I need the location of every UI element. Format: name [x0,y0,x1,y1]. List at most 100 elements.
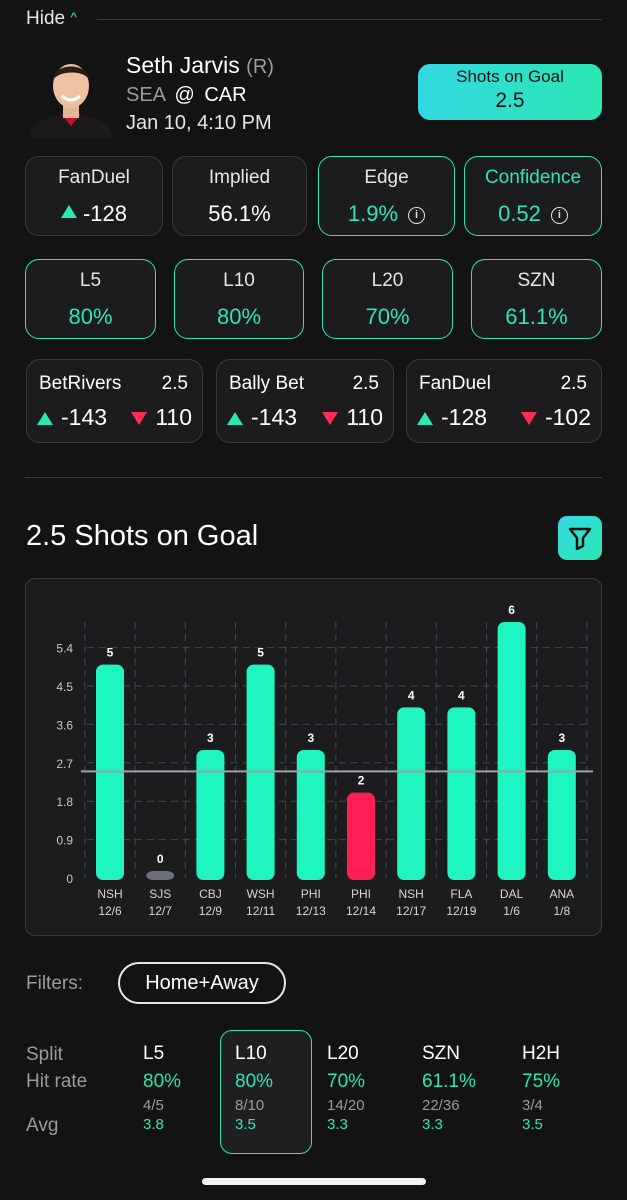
stat-value-row: -128 [26,201,162,227]
stat-value: 56.1% [208,201,271,226]
x-tick-team: FLA [450,887,472,901]
bar [497,622,526,880]
split-hit-rate: 75% [522,1071,561,1092]
info-icon[interactable]: i [550,206,568,224]
split-label: SZN [422,1043,460,1064]
book-odds: -143 110 [227,404,383,431]
up-arrow-icon [37,412,53,426]
up-arrow-icon [417,412,433,426]
row-label-split: Split [26,1044,63,1065]
up-arrow-icon [227,412,243,426]
split-fraction: 14/20 [327,1097,365,1114]
stat-card-implied: Implied 56.1% [172,156,307,236]
book-card-betrivers[interactable]: BetRivers 2.5 -143 110 [26,359,203,443]
home-away-filter-chip[interactable]: Home+Away [118,962,286,1004]
under-odds: 110 [155,404,192,430]
matchup: SEA @ CAR [126,84,247,107]
stat-label: FanDuel [58,167,130,188]
split-avg: 3.8 [143,1116,164,1133]
section-divider [25,477,602,478]
stat-value-row: 0.52 i [465,201,601,227]
filter-button[interactable] [558,516,602,560]
player-name-row: Seth Jarvis (R) [126,52,274,79]
split-hit-rate: 80% [235,1071,274,1092]
row-label-hit-rate: Hit rate [26,1071,88,1092]
up-arrow-icon [60,205,77,218]
split-column-szn[interactable]: SZN 61.1% 22/36 3.3 [422,1043,512,1133]
y-tick-label: 0.9 [56,834,73,848]
stat-value: -128 [82,201,128,226]
bar [246,664,275,880]
book-name: Bally Bet [229,373,304,394]
chevron-up-icon: ^ [70,9,77,25]
stat-card-confidence: Confidence 0.52 i [464,156,602,236]
split-column-l10[interactable]: L10 80% 8/10 3.5 [235,1043,325,1133]
x-tick-team: CBJ [199,887,222,901]
hit-rate-card-l20[interactable]: L20 70% [322,259,453,339]
stat-card-edge: Edge 1.9% i [318,156,455,236]
bar-value-label: 4 [458,688,465,702]
stat-value-row: 1.9% i [319,201,454,227]
at-symbol: @ [174,84,195,106]
bar [96,664,124,880]
split-column-l5[interactable]: L5 80% 4/5 3.8 [143,1043,233,1133]
hit-rate-card-l10[interactable]: L10 80% [174,259,304,339]
bar-value-label: 3 [307,731,314,745]
info-icon[interactable]: i [408,206,426,224]
bar [547,750,576,880]
x-tick-date: 12/17 [396,904,426,918]
down-arrow-icon [520,412,537,426]
split-fraction: 4/5 [143,1097,164,1114]
split-avg: 3.3 [422,1116,443,1133]
split-avg: 3.3 [327,1116,348,1133]
x-tick-date: 12/14 [346,904,376,918]
x-tick-team: ANA [549,887,574,901]
bar [347,792,375,880]
split-fraction: 3/4 [522,1097,543,1114]
book-card-ballybet[interactable]: Bally Bet 2.5 -143 110 [216,359,394,443]
bar [296,750,325,880]
split-hit-rate: 80% [143,1071,182,1092]
stat-label: Edge [364,167,409,188]
hit-rate-label: L20 [371,270,404,291]
selected-split-highlight [220,1030,312,1154]
hit-rate-value: 70% [365,304,410,329]
down-arrow-icon [131,412,148,426]
split-column-l20[interactable]: L20 70% 14/20 3.3 [327,1043,417,1133]
bar [196,750,225,880]
row-label-avg: Avg [26,1115,59,1136]
bar-value-label: 5 [257,646,264,660]
stat-value: 0.52 [498,201,541,226]
bar-value-label: 4 [408,688,415,702]
x-tick-team: NSH [97,887,122,901]
section-title: 2.5 Shots on Goal [26,520,259,552]
over-odds: -143 [251,404,298,430]
bar-value-label: 6 [508,603,515,617]
prop-label: Shots on Goal [456,67,564,86]
under-odds: 110 [346,404,383,430]
under-odds: -102 [544,404,591,430]
split-label: L5 [143,1043,165,1064]
book-odds: -128 -102 [417,404,591,431]
y-tick-label: 1.8 [56,795,73,809]
home-indicator [202,1178,426,1185]
filters-label: Filters: [26,973,83,994]
y-tick-label: 4.5 [56,680,73,694]
split-label: H2H [522,1043,561,1064]
stat-value: 1.9% [347,201,399,226]
book-name: FanDuel [419,373,491,394]
x-tick-date: 1/8 [553,904,570,918]
split-column-h2h[interactable]: H2H 75% 3/4 3.5 [522,1043,612,1133]
book-card-fanduel[interactable]: FanDuel 2.5 -128 -102 [406,359,602,443]
book-line: 2.5 [352,373,379,394]
book-line: 2.5 [560,373,587,394]
stat-label: Implied [208,167,271,188]
x-tick-date: 12/7 [149,904,173,918]
prop-badge[interactable]: Shots on Goal 2.5 [418,64,602,120]
hit-rate-card-szn[interactable]: SZN 61.1% [471,259,602,339]
hit-rate-card-l5[interactable]: L5 80% [25,259,156,339]
stat-card-fanduel: FanDuel -128 [25,156,163,236]
bar-value-label: 2 [358,774,365,788]
hide-toggle[interactable]: Hide ^ [26,8,77,30]
filter-value: Home+Away [145,972,259,994]
